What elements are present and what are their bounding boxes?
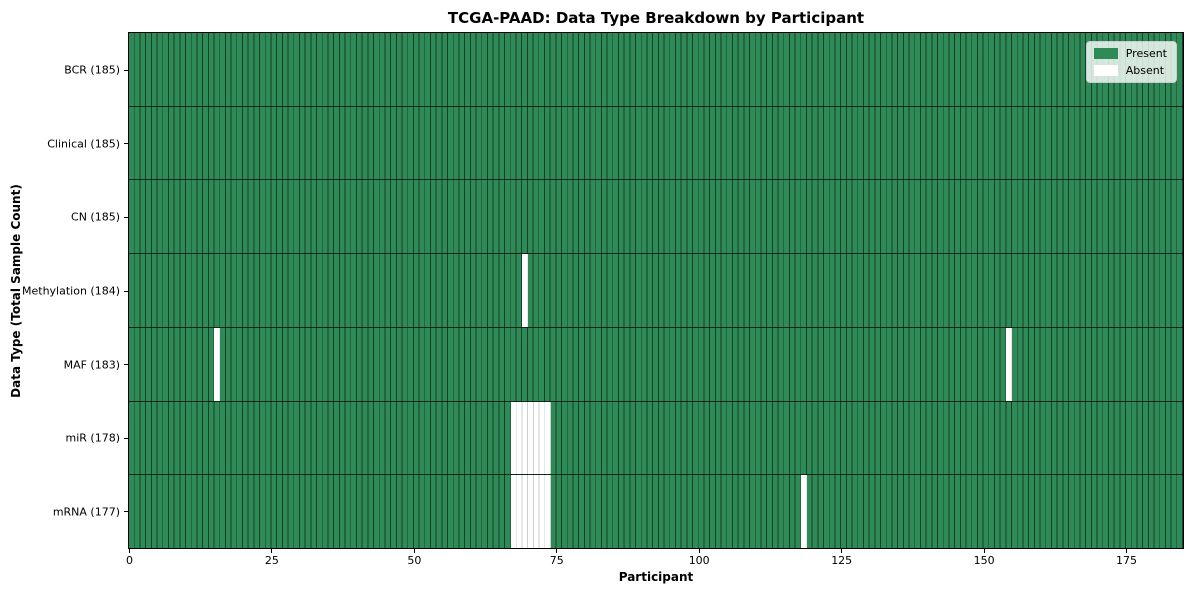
x-tick-mark xyxy=(271,549,273,553)
x-tick-mark xyxy=(698,549,700,553)
absent-swatch-icon xyxy=(1093,65,1118,76)
absent-cells xyxy=(522,254,528,327)
x-tick-label: 0 xyxy=(126,554,133,567)
plot-area: Present Absent xyxy=(128,32,1184,549)
heatmap-row-bcr xyxy=(129,33,1183,106)
x-tick-mark xyxy=(1126,549,1127,553)
x-axis-title: Participant xyxy=(618,570,694,584)
x-tick-mark xyxy=(129,549,130,553)
x-tick-mark xyxy=(983,549,985,553)
heatmap-row-mir xyxy=(129,400,1183,475)
x-tick-label: 175 xyxy=(1116,554,1137,567)
heatmap-row-maf xyxy=(129,326,1183,401)
y-tick-label: Clinical (185) xyxy=(47,137,120,151)
x-tick-mark xyxy=(841,549,843,553)
x-tick-label: 100 xyxy=(688,554,710,567)
legend-item-absent: Absent xyxy=(1093,64,1167,77)
y-axis-title: Data Type (Total Sample Count) xyxy=(9,184,23,398)
x-tick-mark xyxy=(556,549,558,553)
x-tick-label: 75 xyxy=(549,554,564,567)
absent-cells xyxy=(214,327,221,401)
heatmap-row-clinical xyxy=(129,105,1183,180)
legend-label-present: Present xyxy=(1125,47,1167,60)
x-tick-label: 25 xyxy=(264,554,279,567)
chart-title: TCGA-PAAD: Data Type Breakdown by Partic… xyxy=(447,9,865,27)
legend-label-absent: Absent xyxy=(1125,64,1165,77)
y-tick-label: miR (178) xyxy=(65,431,121,445)
x-tick-mark xyxy=(413,549,415,553)
y-tick-label: BCR (185) xyxy=(64,63,120,77)
absent-cells xyxy=(1006,327,1013,401)
present-swatch-icon xyxy=(1093,48,1118,59)
legend: Present Absent xyxy=(1085,41,1177,83)
x-tick-label: 50 xyxy=(407,554,422,567)
absent-cells xyxy=(510,401,551,475)
y-tick-label: mRNA (177) xyxy=(52,505,120,519)
absent-cells xyxy=(510,475,551,549)
legend-item-present: Present xyxy=(1093,47,1167,60)
heatmap-row-methylation xyxy=(129,253,1183,327)
heatmap-row-cn xyxy=(129,179,1183,254)
heatmap-row-mrna xyxy=(129,474,1183,549)
x-tick-label: 150 xyxy=(973,554,995,567)
x-tick-label: 125 xyxy=(831,554,853,567)
absent-cells xyxy=(801,475,807,549)
